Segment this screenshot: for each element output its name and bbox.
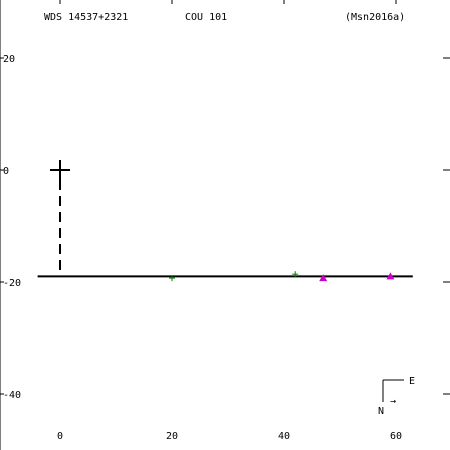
compass: E N → — [378, 376, 415, 417]
measurement-triangle-point — [386, 272, 395, 280]
header-reference: (Msn2016a) — [345, 12, 405, 23]
measurement-triangle-point — [319, 274, 328, 282]
x-tick-label: 40 — [278, 431, 290, 442]
y-tick-label: 20 — [3, 54, 15, 65]
compass-motion-arrow-icon: → — [390, 396, 396, 407]
header-system-id: WDS 14537+2321 — [44, 12, 128, 23]
header-discoverer: COU 101 — [185, 12, 227, 23]
x-tick-label: 20 — [166, 431, 178, 442]
x-tick-label: 0 — [57, 431, 63, 442]
y-tick-label: -40 — [3, 390, 21, 401]
x-tick-label: 60 — [390, 431, 402, 442]
orbit-layer — [37, 180, 413, 278]
compass-north-label: N — [378, 406, 384, 417]
compass-east-label: E — [409, 376, 415, 387]
y-tick-label: 0 — [3, 166, 9, 177]
measurement-layer — [50, 160, 395, 282]
y-tick-label: -20 — [3, 278, 21, 289]
